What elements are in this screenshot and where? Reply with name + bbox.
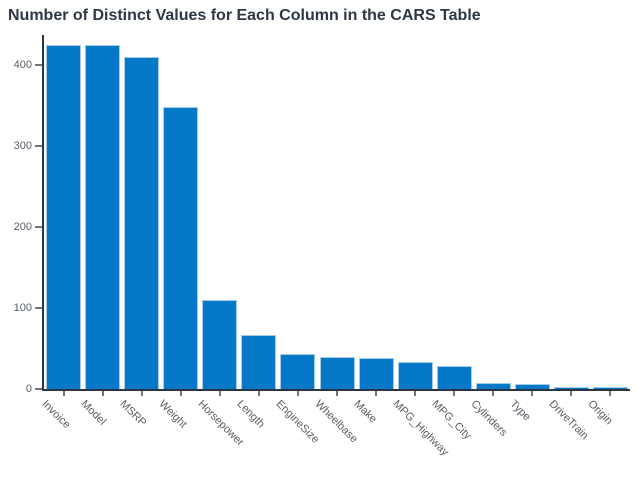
bar-length: [241, 334, 277, 389]
bar-invoice: [46, 44, 82, 389]
x-tick-mark: [218, 391, 221, 396]
x-tick-mark: [179, 391, 182, 396]
y-tick-mark: [35, 388, 42, 390]
x-tick-mark: [140, 391, 143, 396]
x-tick-label: Model: [78, 398, 108, 428]
y-tick-label: 200: [13, 220, 32, 233]
x-tick-mark: [101, 391, 104, 396]
chart-title: Number of Distinct Values for Each Colum…: [8, 7, 481, 24]
y-tick-mark: [35, 225, 42, 228]
plot-area: 0 100 200 300 400 Invoice Model MSRP Weight Horse…: [14, 35, 630, 458]
x-tick-mark: [375, 391, 378, 396]
bar-model: [85, 44, 121, 389]
x-tick-mark: [336, 391, 338, 396]
bar-mpg_highway: [397, 362, 433, 389]
y-tick-mark: [35, 144, 42, 147]
x-tick-mark: [531, 391, 534, 396]
x-tick-mark: [609, 391, 612, 396]
x-tick-mark: [570, 391, 573, 396]
bar-cylinders: [475, 383, 511, 389]
y-axis-line: [42, 35, 44, 391]
x-tick-label: MSRP: [117, 398, 149, 429]
x-tick-label: Cylinders: [468, 398, 510, 439]
bar-msrp: [124, 56, 160, 389]
y-tick-label: 400: [13, 58, 32, 71]
x-tick-mark: [62, 391, 65, 396]
bar-horsepower: [202, 299, 238, 389]
bar-wheelbase: [319, 356, 355, 389]
bar-type: [514, 384, 550, 389]
x-tick-label: Length: [234, 398, 267, 431]
x-tick-mark: [492, 391, 495, 396]
x-tick-label: Type: [507, 398, 534, 424]
bar-drivetrain: [553, 386, 589, 389]
y-tick-mark: [35, 306, 42, 309]
bar-make: [358, 358, 394, 389]
bar-origin: [592, 386, 628, 389]
bar-weight: [163, 107, 199, 389]
x-tick-mark: [414, 391, 417, 396]
y-tick-label: 300: [13, 139, 32, 152]
x-tick-label: Weight: [156, 398, 189, 431]
y-tick-mark: [35, 63, 42, 66]
x-tick-mark: [257, 391, 260, 396]
x-tick-mark: [296, 391, 299, 396]
x-tick-label: DriveTrain: [546, 398, 591, 443]
bar-enginesize: [280, 354, 316, 389]
y-tick-label: 100: [13, 301, 32, 314]
x-tick-mark: [453, 391, 456, 396]
y-tick-label: 0: [25, 383, 32, 395]
bar-mpg_city: [436, 366, 472, 389]
x-tick-label: Origin: [585, 398, 616, 428]
x-tick-label: Make: [351, 398, 380, 426]
x-tick-label: Invoice: [39, 398, 73, 432]
x-axis-line: [42, 389, 630, 391]
